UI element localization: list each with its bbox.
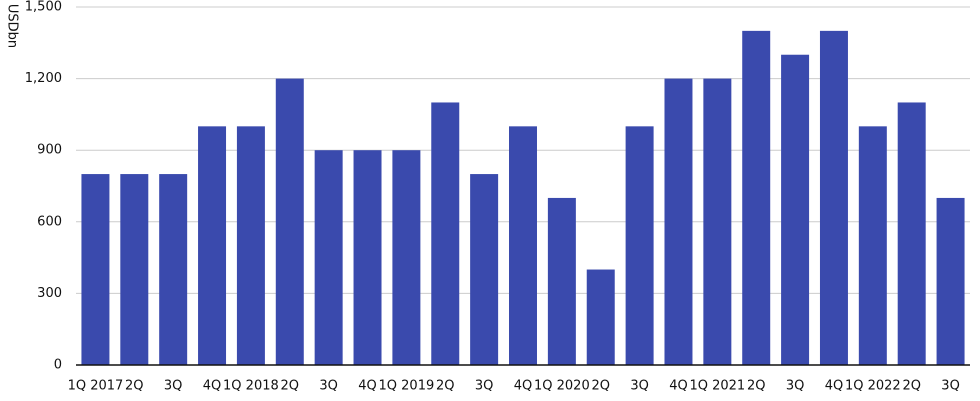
bar bbox=[547, 197, 576, 365]
x-tick-label: 3Q bbox=[164, 379, 183, 394]
y-tick-label: 900 bbox=[37, 143, 62, 158]
bar bbox=[198, 126, 227, 365]
x-tick-label: 3Q bbox=[786, 379, 805, 394]
bar bbox=[586, 269, 615, 365]
x-tick-label: 1Q 2020 bbox=[534, 379, 590, 394]
x-tick-label: 2Q bbox=[902, 379, 921, 394]
x-tick-label: 2Q bbox=[747, 379, 766, 394]
bar bbox=[353, 150, 382, 365]
bar bbox=[897, 102, 926, 365]
x-tick-label: 1Q 2021 bbox=[689, 379, 745, 394]
bar bbox=[509, 126, 537, 365]
bar bbox=[625, 126, 654, 365]
bar bbox=[159, 174, 188, 365]
x-tick-label: 3Q bbox=[475, 379, 494, 394]
bar bbox=[431, 102, 460, 365]
x-tick-label: 4Q bbox=[514, 379, 533, 394]
x-tick-label: 3Q bbox=[630, 379, 649, 394]
bar bbox=[858, 126, 887, 365]
x-tick-label: 2Q bbox=[281, 379, 300, 394]
y-tick-label: 300 bbox=[37, 286, 62, 301]
x-tick-label: 1Q 2017 bbox=[68, 379, 124, 394]
x-tick-label: 1Q 2018 bbox=[223, 379, 279, 394]
bar bbox=[120, 174, 149, 365]
bar bbox=[936, 197, 965, 365]
y-tick-label: 1,200 bbox=[25, 71, 62, 86]
x-tick-label: 2Q bbox=[125, 379, 144, 394]
x-tick-label: 2Q bbox=[591, 379, 610, 394]
y-tick-label: 1,500 bbox=[25, 0, 62, 15]
bar bbox=[781, 54, 810, 365]
bar bbox=[392, 150, 421, 365]
bar bbox=[664, 78, 693, 365]
bar bbox=[819, 30, 848, 365]
bar bbox=[275, 78, 304, 365]
y-axis-label: USDbn bbox=[5, 4, 20, 48]
x-tick-label: 2Q bbox=[436, 379, 455, 394]
y-tick-label: 0 bbox=[54, 358, 62, 373]
y-tick-label: 600 bbox=[37, 214, 62, 229]
bar bbox=[236, 126, 265, 365]
bar bbox=[81, 174, 110, 365]
bar bbox=[314, 150, 343, 365]
bar bbox=[470, 174, 499, 365]
x-tick-label: 1Q 2019 bbox=[379, 379, 435, 394]
x-tick-label: 3Q bbox=[319, 379, 338, 394]
x-tick-label: 4Q bbox=[203, 379, 222, 394]
x-tick-label: 4Q bbox=[669, 379, 688, 394]
x-tick-label: 3Q bbox=[941, 379, 960, 394]
x-tick-label: 4Q bbox=[825, 379, 844, 394]
bar bbox=[742, 30, 771, 365]
x-tick-label: 4Q bbox=[358, 379, 377, 394]
x-tick-label: 1Q 2022 bbox=[845, 379, 901, 394]
bar bbox=[703, 78, 732, 365]
